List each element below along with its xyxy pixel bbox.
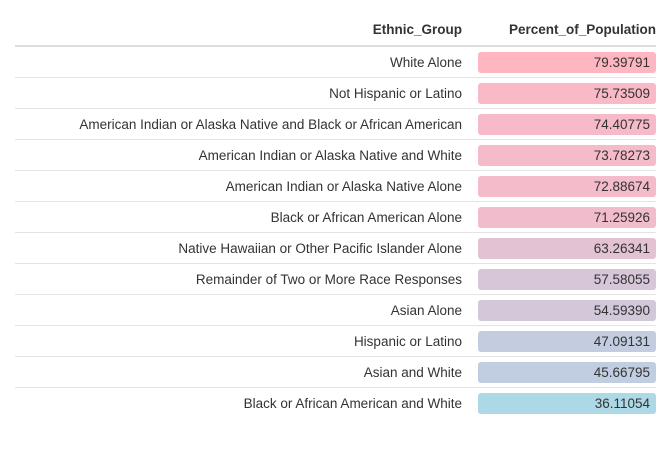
percent-cell-wrap: 45.66795 xyxy=(470,362,656,383)
ethnic-group-cell: Hispanic or Latino xyxy=(15,334,470,349)
ethnic-group-cell: Black or African American and White xyxy=(15,396,470,411)
table-row: Asian Alone 54.59390 xyxy=(15,295,656,326)
ethnic-group-cell: American Indian or Alaska Native Alone xyxy=(15,179,470,194)
table-row: American Indian or Alaska Native and Whi… xyxy=(15,140,656,171)
percent-cell-wrap: 47.09131 xyxy=(470,331,656,352)
table-row: American Indian or Alaska Native and Bla… xyxy=(15,109,656,140)
ethnic-group-cell: American Indian or Alaska Native and Whi… xyxy=(15,148,470,163)
table-row: Not Hispanic or Latino 75.73509 xyxy=(15,78,656,109)
percent-of-population-cell: 72.88674 xyxy=(478,176,656,197)
percent-cell-wrap: 54.59390 xyxy=(470,300,656,321)
percent-of-population-cell: 73.78273 xyxy=(478,145,656,166)
ethnic-group-cell: American Indian or Alaska Native and Bla… xyxy=(15,117,470,132)
percent-of-population-cell: 71.25926 xyxy=(478,207,656,228)
table-row: Native Hawaiian or Other Pacific Islande… xyxy=(15,233,656,264)
percent-cell-wrap: 71.25926 xyxy=(470,207,656,228)
percent-cell-wrap: 36.11054 xyxy=(470,393,656,414)
percent-of-population-cell: 54.59390 xyxy=(478,300,656,321)
ethnic-group-cell: Native Hawaiian or Other Pacific Islande… xyxy=(15,241,470,256)
table-row: White Alone 79.39791 xyxy=(15,47,656,78)
percent-of-population-cell: 57.58055 xyxy=(478,269,656,290)
percent-cell-wrap: 79.39791 xyxy=(470,52,656,73)
percent-cell-wrap: 63.26341 xyxy=(470,238,656,259)
percent-of-population-cell: 36.11054 xyxy=(478,393,656,414)
ethnic-group-cell: Not Hispanic or Latino xyxy=(15,86,470,101)
percent-of-population-cell: 63.26341 xyxy=(478,238,656,259)
percent-cell-wrap: 57.58055 xyxy=(470,269,656,290)
percent-of-population-cell: 79.39791 xyxy=(478,52,656,73)
percent-cell-wrap: 73.78273 xyxy=(470,145,656,166)
table-body: White Alone 79.39791 Not Hispanic or Latin… xyxy=(15,47,656,418)
percent-of-population-cell: 45.66795 xyxy=(478,362,656,383)
percent-cell-wrap: 72.88674 xyxy=(470,176,656,197)
table-row: Black or African American and White 36.11… xyxy=(15,388,656,418)
table-header-row: Ethnic_Group Percent_of_Population xyxy=(15,14,656,47)
ethnic-group-cell: Remainder of Two or More Race Responses xyxy=(15,272,470,287)
ethnic-group-cell: Black or African American Alone xyxy=(15,210,470,225)
table-row: Black or African American Alone 71.25926 xyxy=(15,202,656,233)
table-row: Asian and White 45.66795 xyxy=(15,357,656,388)
table-row: Hispanic or Latino 47.09131 xyxy=(15,326,656,357)
ethnic-group-cell: Asian Alone xyxy=(15,303,470,318)
header-percent-of-population[interactable]: Percent_of_Population xyxy=(470,22,656,37)
percent-cell-wrap: 75.73509 xyxy=(470,83,656,104)
percent-of-population-cell: 75.73509 xyxy=(478,83,656,104)
percent-cell-wrap: 74.40775 xyxy=(470,114,656,135)
percent-of-population-cell: 74.40775 xyxy=(478,114,656,135)
table-row: American Indian or Alaska Native Alone 72… xyxy=(15,171,656,202)
ethnic-group-cell: White Alone xyxy=(15,55,470,70)
data-table: Ethnic_Group Percent_of_Population White… xyxy=(15,14,656,418)
ethnic-group-cell: Asian and White xyxy=(15,365,470,380)
header-ethnic-group[interactable]: Ethnic_Group xyxy=(15,22,470,37)
percent-of-population-cell: 47.09131 xyxy=(478,331,656,352)
table-row: Remainder of Two or More Race Responses 5… xyxy=(15,264,656,295)
